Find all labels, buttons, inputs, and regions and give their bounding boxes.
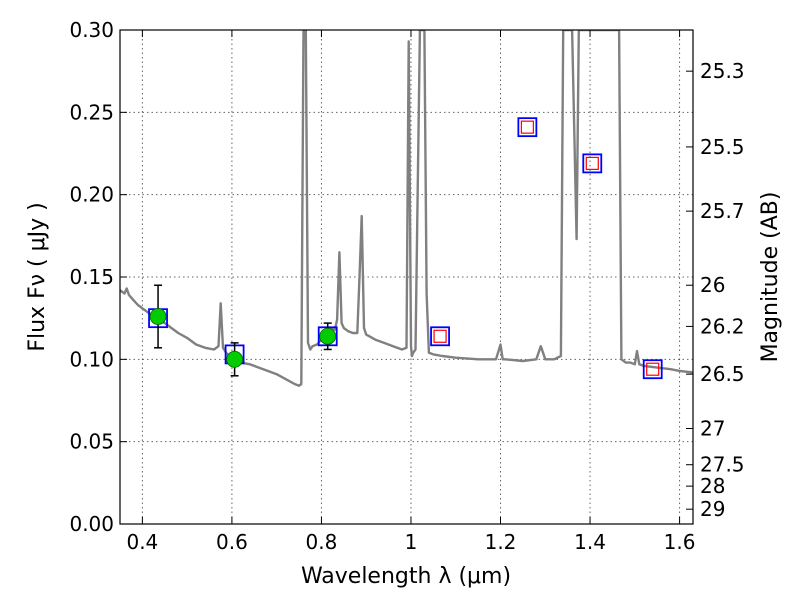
grid-lines <box>120 29 693 525</box>
x-tick-label: 0.6 <box>216 530 248 554</box>
model-box-marker <box>430 326 450 347</box>
sed-model-line <box>120 30 693 387</box>
y-tick-label: 0.10 <box>69 347 114 371</box>
mag-tick-label: 27 <box>700 416 725 440</box>
y-tick-label: 0.05 <box>69 430 114 454</box>
x-axis-label: Wavelength λ (μm) <box>301 564 511 589</box>
mag-tick-label: 28 <box>700 474 725 498</box>
x-tick-label: 1.6 <box>664 530 696 554</box>
y-tick-label: 0.15 <box>69 265 114 289</box>
y-tick-label: 0.30 <box>69 18 114 42</box>
mag-tick-label: 26.5 <box>700 362 745 386</box>
model-box-marker <box>582 153 603 174</box>
x-tick-label: 1.4 <box>574 530 606 554</box>
x-tick-label: 0.8 <box>306 530 338 554</box>
mag-tick-label: 25.7 <box>700 199 745 223</box>
model-box-marker <box>517 117 538 138</box>
mag-tick-label: 27.5 <box>700 453 745 477</box>
plot-data <box>120 30 693 387</box>
x-axis-ticks: 0.4 0.6 0.8 1 1.2 1.4 1.6 <box>126 30 695 554</box>
mag-tick-label: 29 <box>700 497 725 521</box>
y-tick-label: 0.00 <box>69 512 114 536</box>
x-tick-label: 1.2 <box>485 530 517 554</box>
y-axis-label: Flux Fν ( μJy ) <box>25 202 50 351</box>
x-tick-label: 1 <box>405 530 418 554</box>
predicted-point <box>433 329 447 343</box>
observed-point <box>149 308 167 325</box>
predicted-point <box>585 156 599 170</box>
mag-tick-label: 25.5 <box>700 135 745 159</box>
observed-point <box>319 327 337 345</box>
y2-axis-label: Magnitude (AB) <box>758 192 783 363</box>
predicted-point <box>520 120 534 134</box>
mag-tick-label: 25.3 <box>700 59 745 83</box>
mag-tick-label: 26 <box>700 273 725 297</box>
y-tick-label: 0.20 <box>69 183 114 207</box>
y-axis-ticks: 0.00 0.05 0.10 0.15 0.20 0.25 0.30 <box>69 18 127 536</box>
mag-tick-label: 26.2 <box>700 314 745 338</box>
x-tick-label: 0.4 <box>126 530 158 554</box>
y-tick-label: 0.25 <box>69 100 114 124</box>
observed-point <box>226 350 244 368</box>
predicted-point <box>646 362 660 376</box>
model-box-marker <box>642 359 663 380</box>
